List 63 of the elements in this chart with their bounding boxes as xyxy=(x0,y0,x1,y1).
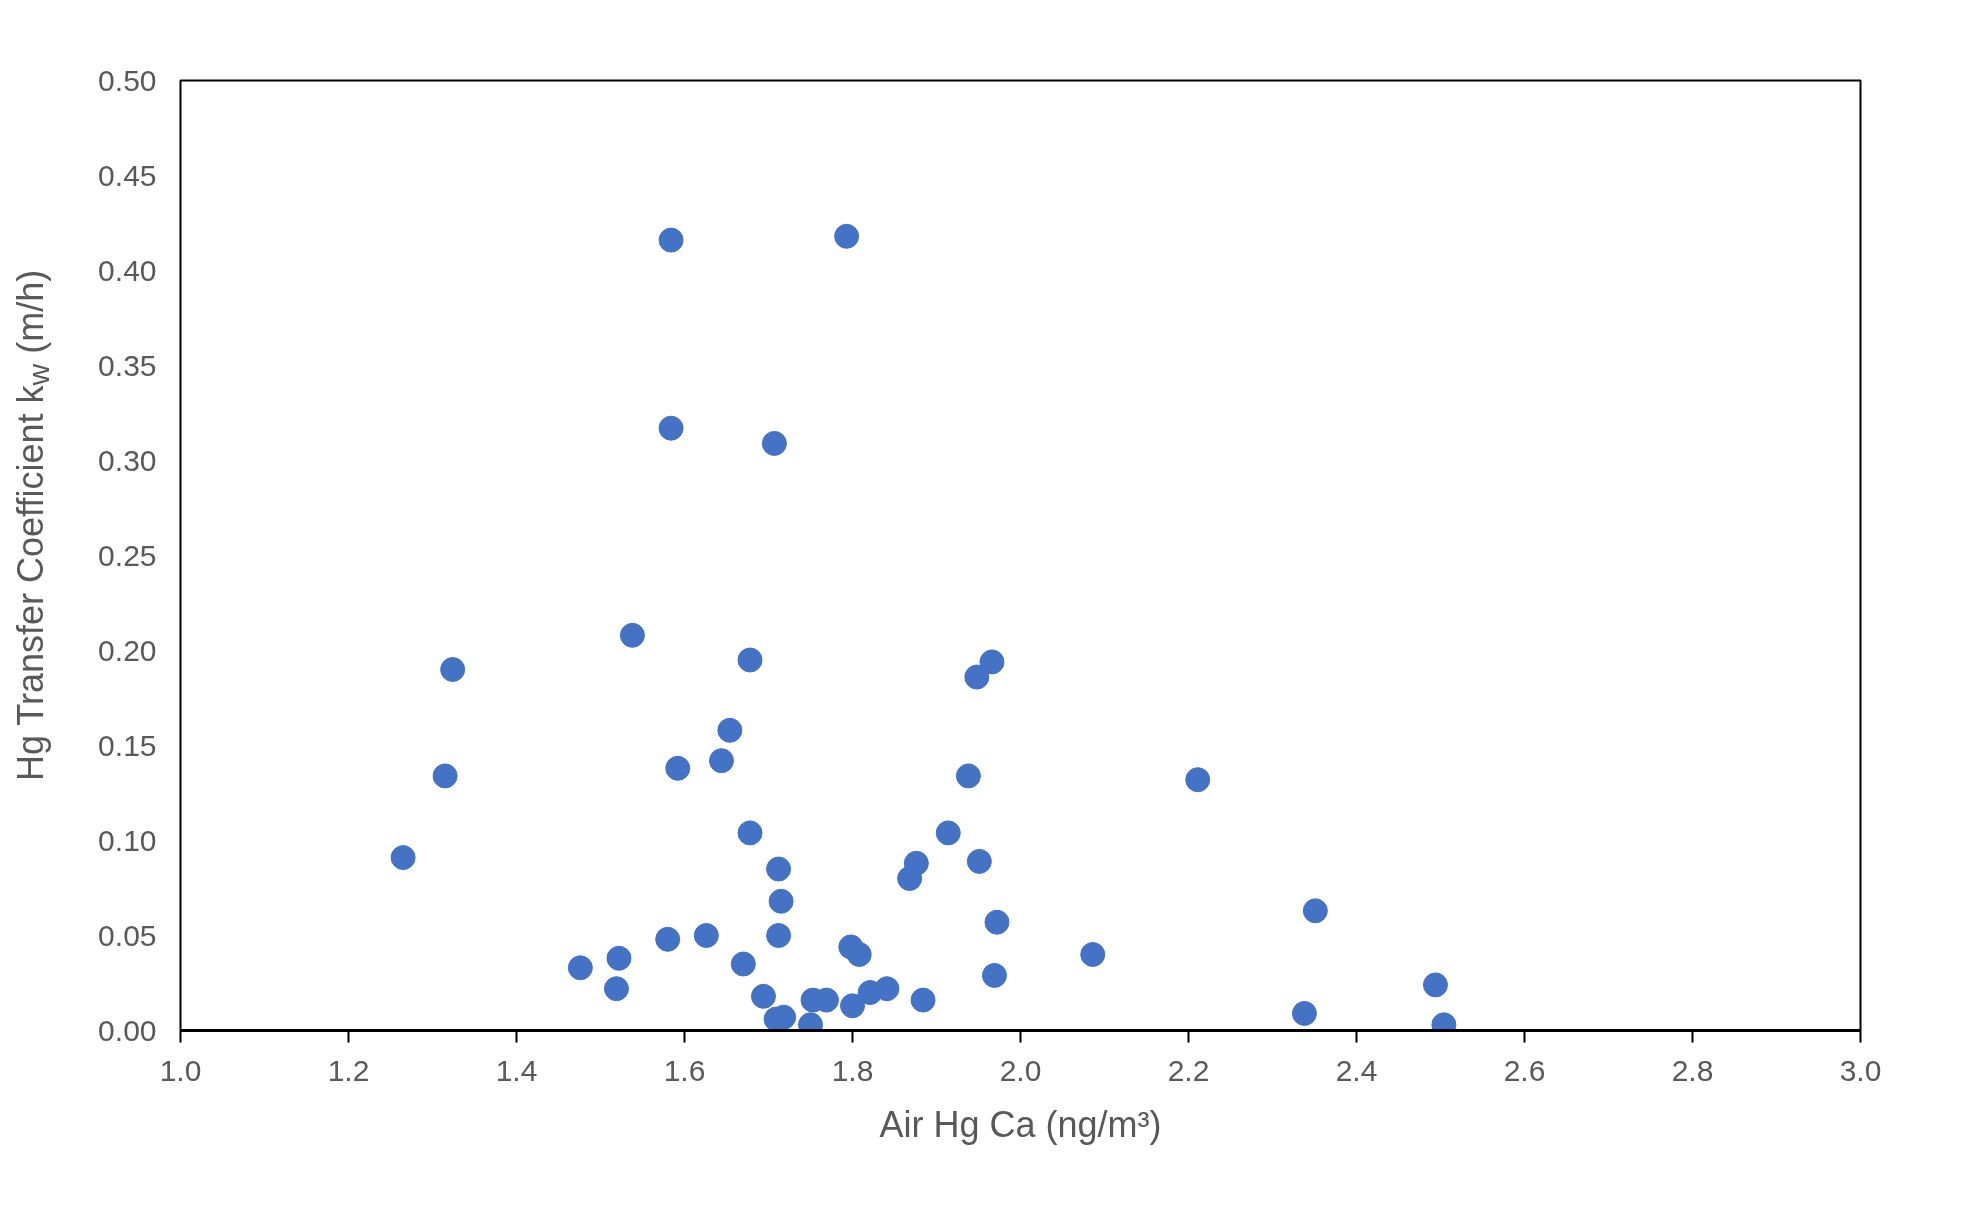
x-tick-label: 2.6 xyxy=(1503,1053,1546,1087)
point xyxy=(910,987,936,1013)
point xyxy=(432,763,458,789)
point xyxy=(766,856,792,882)
point xyxy=(840,993,865,1019)
point xyxy=(768,888,794,914)
y-tick-label: 0.20 xyxy=(98,633,157,667)
point xyxy=(658,415,684,441)
y-tick-label: 0.45 xyxy=(98,158,157,192)
point xyxy=(665,755,691,781)
y-tick-label: 0.15 xyxy=(98,728,157,762)
point xyxy=(717,717,743,743)
x-tick-label: 2.4 xyxy=(1335,1053,1378,1087)
x-tick-label: 2.0 xyxy=(999,1053,1042,1087)
point xyxy=(955,763,981,789)
x-tick-label: 1.2 xyxy=(327,1053,370,1087)
x-tick-label: 2.8 xyxy=(1671,1053,1714,1087)
point xyxy=(1080,942,1106,967)
point xyxy=(834,223,860,249)
point xyxy=(693,923,719,948)
x-tick-label: 3.0 xyxy=(1839,1053,1882,1087)
y-tick-label: 0.30 xyxy=(98,443,157,477)
point xyxy=(655,926,681,952)
point xyxy=(619,622,645,648)
y-tick-label: 0.05 xyxy=(98,918,157,952)
x-tick-label: 2.2 xyxy=(1167,1053,1210,1087)
x-tick-label: 1.8 xyxy=(831,1053,874,1087)
point xyxy=(1422,972,1448,998)
point xyxy=(750,983,776,1009)
x-tick-label: 1.6 xyxy=(663,1053,706,1087)
point xyxy=(708,748,734,774)
point xyxy=(737,820,763,846)
point xyxy=(1291,1000,1317,1026)
point xyxy=(1185,767,1211,793)
point xyxy=(390,845,416,871)
point xyxy=(761,430,787,456)
point xyxy=(966,848,992,874)
point xyxy=(737,647,763,673)
point xyxy=(979,649,1005,675)
y-tick-label: 0.40 xyxy=(98,253,157,287)
point xyxy=(658,227,684,253)
point xyxy=(440,657,466,682)
point xyxy=(981,962,1007,988)
x-axis-title: Air Hg Ca (ng/m³) xyxy=(879,1103,1162,1145)
point xyxy=(964,664,990,690)
point xyxy=(846,942,872,967)
point xyxy=(1302,898,1328,924)
y-tick-label: 0.00 xyxy=(98,1013,157,1047)
point xyxy=(603,976,629,1002)
y-tick-label: 0.10 xyxy=(98,823,157,857)
point xyxy=(766,923,792,948)
y-tick-label: 0.35 xyxy=(98,348,157,382)
point xyxy=(897,866,923,891)
point xyxy=(730,951,756,977)
point xyxy=(606,945,632,971)
x-tick-label: 1.0 xyxy=(159,1053,202,1087)
point xyxy=(567,955,593,981)
x-tick-label: 1.4 xyxy=(495,1053,538,1087)
point xyxy=(857,980,883,1005)
point xyxy=(935,820,961,846)
y-tick-label: 0.50 xyxy=(98,63,157,97)
y-tick-label: 0.25 xyxy=(98,538,157,572)
point xyxy=(984,909,1010,935)
